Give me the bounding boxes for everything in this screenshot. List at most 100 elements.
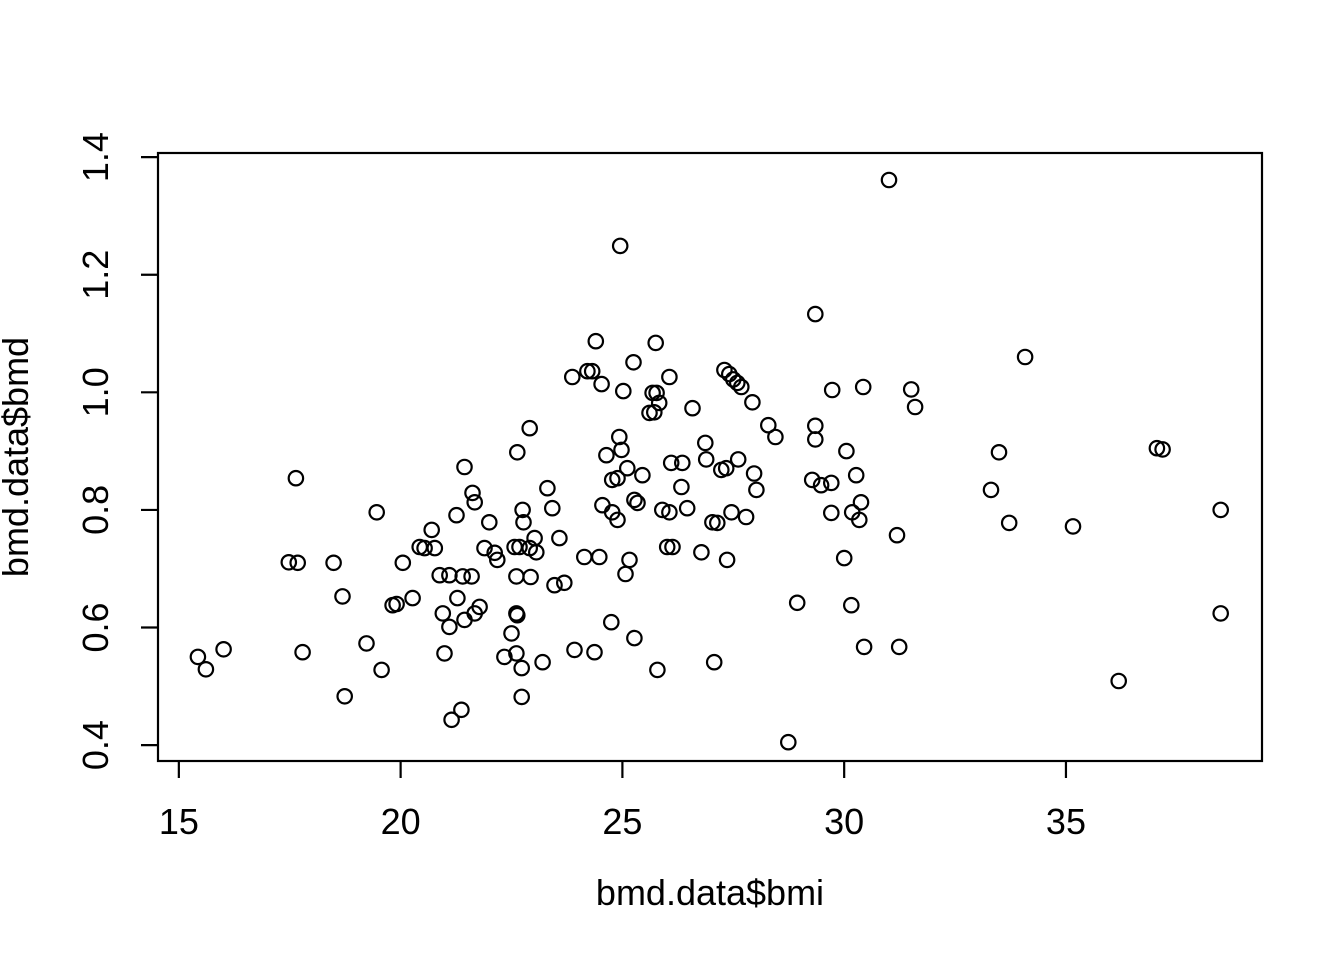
data-point [617, 565, 634, 583]
y-axis-tick-labels: 0.4 0.6 0.8 1.0 1.2 1.4 [75, 132, 116, 770]
data-point [434, 605, 452, 622]
data-point [287, 469, 305, 487]
data-point [463, 568, 480, 585]
data-point [613, 441, 630, 459]
data-point [289, 554, 306, 572]
data-point [822, 504, 840, 522]
data-point [436, 645, 453, 662]
data-point [441, 618, 458, 636]
data-point [708, 514, 726, 532]
y-tick-label: 0.4 [75, 720, 116, 770]
data-point [806, 305, 824, 323]
data-point [593, 375, 610, 393]
data-point [662, 454, 680, 472]
data-point [693, 543, 710, 561]
data-point [476, 539, 493, 557]
data-point [647, 334, 664, 352]
data-point [661, 503, 678, 521]
data-point [539, 479, 556, 497]
data-point [325, 554, 342, 572]
data-point [626, 491, 643, 509]
data-point [423, 521, 440, 539]
data-point [543, 499, 561, 517]
data-point [759, 416, 777, 434]
data-point [1212, 605, 1229, 622]
data-point [718, 551, 736, 569]
data-point [696, 434, 714, 452]
data-point [658, 538, 676, 556]
data-point [416, 539, 433, 557]
data-point [1064, 518, 1082, 535]
data-point [890, 638, 908, 656]
data-point [854, 378, 872, 396]
data-point [634, 466, 651, 484]
data-point [456, 458, 473, 476]
data-point [566, 641, 583, 659]
data-point [767, 428, 784, 446]
data-point [823, 381, 841, 399]
data-point [717, 459, 735, 477]
data-point [471, 598, 488, 616]
data-point [563, 368, 581, 386]
data-point [394, 554, 412, 572]
data-point [587, 332, 605, 350]
data-point [803, 471, 821, 489]
data-point [598, 446, 615, 464]
data-point [551, 529, 568, 547]
data-point [1000, 514, 1018, 532]
y-tick-label: 0.8 [75, 485, 116, 535]
data-point [454, 568, 471, 585]
data-point [373, 661, 390, 679]
data-point [610, 428, 628, 446]
data-point [614, 382, 632, 400]
data-point [534, 653, 551, 671]
data-point [626, 629, 643, 647]
data-point [334, 588, 351, 605]
data-point [443, 711, 460, 729]
data-point [673, 478, 690, 496]
data-point [575, 548, 593, 566]
data-point [729, 451, 747, 468]
y-tick-label: 1.0 [75, 367, 116, 417]
data-point [737, 508, 755, 526]
data-point [788, 594, 806, 612]
data-point [625, 353, 642, 371]
data-point [611, 237, 629, 255]
data-point [368, 503, 385, 521]
data-point [779, 733, 797, 751]
x-tick-label: 30 [824, 801, 864, 842]
data-point [449, 589, 466, 607]
data-point [629, 494, 646, 512]
data-point [508, 443, 526, 461]
data-point [448, 506, 465, 524]
data-point [716, 361, 733, 379]
data-point [748, 481, 765, 499]
data-point [902, 381, 920, 398]
data-point [464, 484, 481, 502]
data-point [650, 394, 668, 412]
data-point [280, 553, 298, 571]
data-point [697, 451, 715, 468]
data-point [728, 374, 746, 392]
data-point [466, 493, 483, 511]
data-point [842, 596, 860, 614]
data-point [215, 640, 232, 658]
data-point [602, 613, 620, 631]
data-point [514, 501, 531, 519]
x-tick-label: 20 [381, 801, 421, 842]
data-point [189, 648, 207, 666]
data-point [508, 606, 526, 624]
y-tick-label: 1.4 [75, 132, 116, 182]
data-point [723, 503, 740, 521]
data-point [822, 474, 840, 492]
data-point [648, 384, 665, 402]
data-point [678, 499, 696, 517]
data-point [294, 643, 311, 661]
data-point [621, 551, 638, 569]
data-point [480, 513, 498, 531]
x-tick-label: 35 [1046, 801, 1086, 842]
data-point [513, 688, 530, 706]
data-point [496, 648, 513, 666]
data-point [508, 645, 525, 662]
